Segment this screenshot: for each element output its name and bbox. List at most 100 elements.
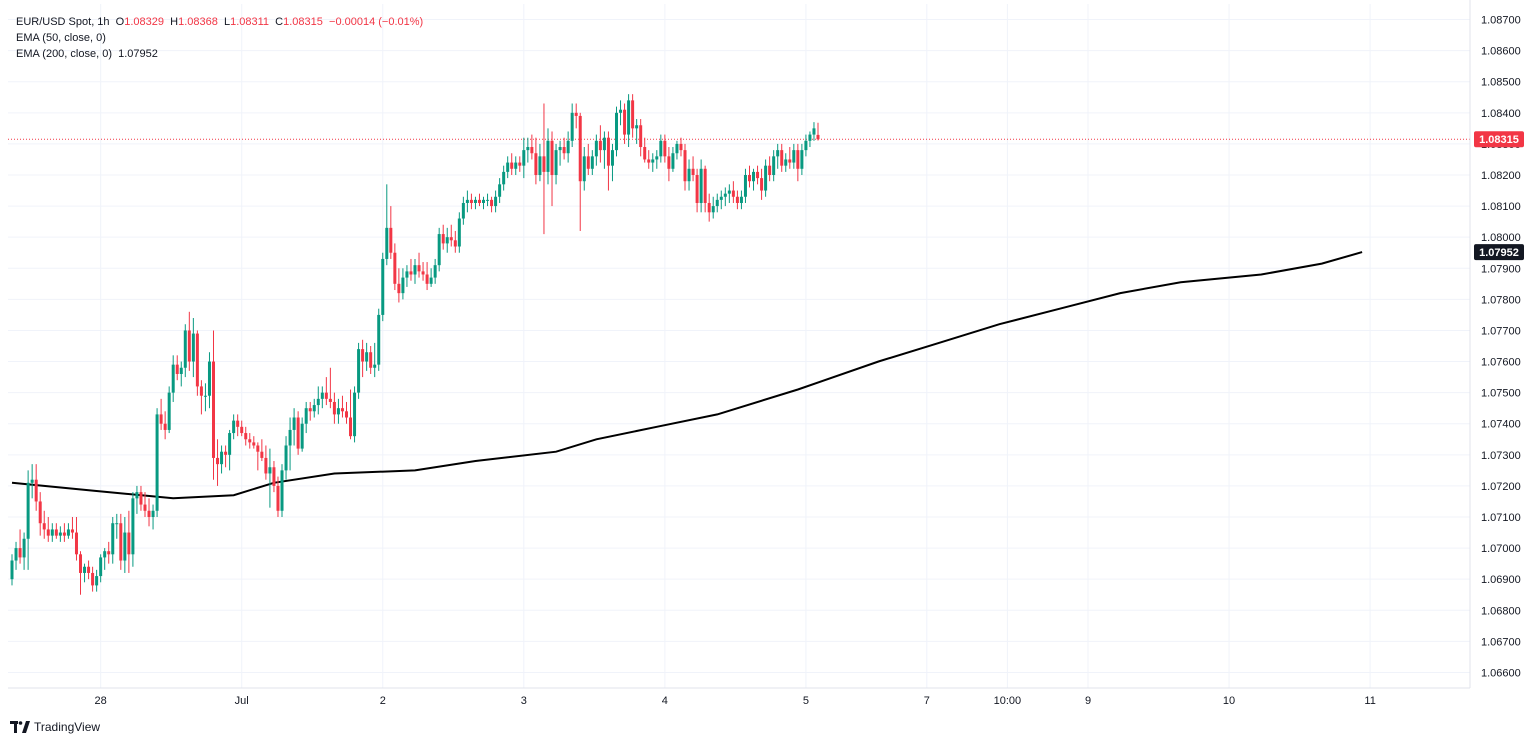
candle — [477, 193, 481, 207]
close-value: 1.08315 — [283, 16, 323, 28]
candle — [349, 389, 353, 440]
candle — [606, 131, 610, 191]
candle-body — [780, 150, 784, 166]
candle — [83, 563, 87, 583]
candle-body — [296, 417, 300, 449]
candle-body — [240, 426, 244, 434]
candles-layer — [10, 94, 820, 595]
candle — [30, 464, 34, 499]
candle — [212, 330, 215, 480]
candle-body — [163, 423, 167, 430]
candle-body — [107, 551, 111, 555]
candle — [195, 330, 199, 396]
candle — [151, 504, 155, 530]
candle-body — [784, 159, 788, 166]
candle-body — [800, 150, 804, 169]
candle — [445, 227, 449, 253]
tradingview-logo[interactable]: TradingView — [10, 720, 100, 734]
candle-body — [683, 150, 687, 182]
candle — [62, 523, 66, 542]
candle — [473, 196, 477, 210]
candle-body — [292, 417, 296, 430]
candle-body — [30, 479, 34, 483]
candle-body — [175, 364, 179, 374]
time-tick-label: 4 — [662, 695, 668, 707]
candle — [453, 230, 457, 253]
candle-body — [38, 501, 42, 524]
candle-body — [534, 153, 538, 175]
candle — [687, 159, 691, 191]
candle-body — [320, 392, 324, 399]
candle — [498, 178, 502, 203]
candle — [66, 523, 70, 539]
candle-body — [703, 168, 707, 203]
candle-body — [695, 175, 699, 203]
price-axis[interactable]: 1.087001.086001.085001.084001.083001.082… — [1469, 0, 1524, 688]
legend-ema200-row[interactable]: EMA (200, close, 0) 1.07952 — [16, 46, 423, 62]
candle — [542, 103, 546, 235]
candle-body — [18, 548, 22, 558]
price-tick-label: 1.08100 — [1481, 201, 1521, 213]
candle — [530, 134, 534, 160]
candle-body — [22, 538, 26, 558]
candle-body — [619, 109, 623, 113]
candle — [643, 137, 647, 163]
candle — [780, 143, 784, 172]
candle-body — [216, 457, 220, 465]
legend-ema50-row[interactable]: EMA (50, close, 0) — [16, 30, 423, 46]
price-tick-label: 1.08400 — [1481, 108, 1521, 120]
symbol-label[interactable]: EUR/USD Spot, 1h — [16, 16, 110, 28]
candle-body — [570, 112, 574, 141]
candle — [562, 137, 566, 160]
candle-body — [288, 429, 292, 446]
candle-body — [83, 566, 87, 573]
time-tick-label: Jul — [235, 695, 249, 707]
candle-body — [482, 199, 486, 203]
candle-body — [639, 125, 643, 148]
candle — [139, 485, 143, 511]
candle-body — [203, 395, 207, 397]
candle-body — [389, 227, 393, 253]
price-tick-label: 1.06600 — [1481, 667, 1521, 679]
tradingview-brand-text: TradingView — [34, 720, 101, 734]
time-tick-label: 7 — [924, 695, 930, 707]
price-tick-label: 1.07200 — [1481, 481, 1521, 493]
change-value: −0.00014 (−0.01%) — [329, 16, 424, 28]
high-value: 1.08368 — [178, 16, 218, 28]
candle-body — [469, 199, 473, 203]
candle-body — [760, 178, 764, 191]
candle — [224, 445, 228, 468]
time-axis[interactable]: 28 Jul 2 3 4 5 7 10:00 9 10 11 — [8, 687, 1470, 707]
high-label: H — [170, 16, 179, 28]
candle-body — [804, 140, 808, 151]
candle-body — [54, 529, 58, 536]
candle — [631, 94, 635, 138]
candle-body — [135, 492, 139, 499]
candle — [538, 143, 542, 182]
candle-body — [34, 479, 38, 502]
candle — [610, 143, 614, 182]
price-tick-label: 1.08700 — [1481, 15, 1521, 27]
candle — [167, 386, 171, 434]
candle — [570, 103, 574, 148]
candle-body — [594, 140, 598, 157]
candle — [236, 414, 240, 437]
candle-body — [651, 159, 655, 163]
candle — [812, 122, 816, 141]
candle-body — [655, 156, 659, 160]
time-tick-label: 5 — [803, 695, 809, 707]
candle-body — [788, 159, 792, 163]
candle-body — [792, 150, 796, 163]
candle-body — [357, 349, 361, 393]
candle — [719, 190, 723, 210]
candle — [586, 143, 590, 175]
candle-body — [393, 252, 397, 284]
candle — [594, 134, 598, 166]
candle-body — [566, 140, 570, 154]
candle — [679, 137, 683, 157]
candle — [623, 103, 627, 144]
candle — [99, 554, 103, 583]
price-tick-label: 1.07500 — [1481, 388, 1521, 400]
candle — [232, 414, 236, 440]
